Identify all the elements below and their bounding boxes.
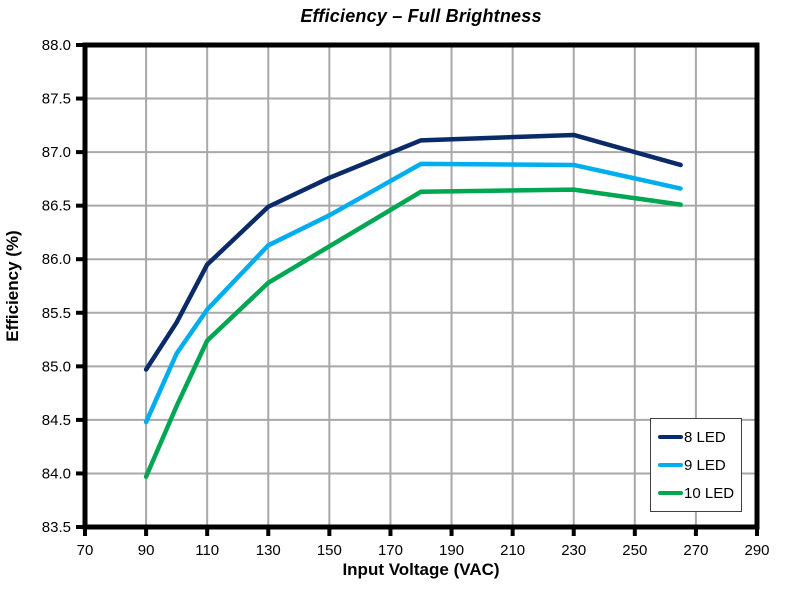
legend-label-8-led: 8 LED [684, 428, 726, 446]
legend-swatch-9-led [658, 463, 683, 467]
y-tick-labels: 83.5 84.0 84.5 85.0 85.5 86.0 86.5 87.0 87.5 88.0 [42, 37, 71, 536]
svg-text:83.5: 83.5 [42, 519, 71, 536]
svg-text:87.0: 87.0 [42, 144, 71, 161]
legend-item-8-led: 8 LED [658, 430, 741, 445]
series-line-8-led [143, 132, 683, 372]
legend-swatch-8-led [658, 435, 683, 439]
svg-text:270: 270 [683, 542, 708, 559]
svg-text:170: 170 [378, 542, 403, 559]
legend-label-10-led: 10 LED [684, 484, 735, 502]
series-line-9-led [143, 161, 683, 425]
svg-text:86.0: 86.0 [42, 251, 71, 268]
svg-text:210: 210 [500, 542, 525, 559]
legend: 8 LED 9 LED 10 LED [650, 418, 742, 512]
svg-text:86.5: 86.5 [42, 198, 71, 215]
gridlines [85, 45, 757, 527]
svg-text:84.0: 84.0 [42, 465, 71, 482]
svg-text:84.5: 84.5 [42, 412, 71, 429]
svg-text:85.5: 85.5 [42, 305, 71, 322]
svg-text:85.0: 85.0 [42, 358, 71, 375]
svg-text:110: 110 [195, 542, 219, 559]
svg-text:190: 190 [439, 542, 464, 559]
svg-text:130: 130 [256, 542, 281, 559]
svg-text:87.5: 87.5 [42, 91, 71, 108]
chart-title: Efficiency – Full Brightness [300, 6, 542, 26]
x-axis-title: Input Voltage (VAC) [342, 560, 500, 579]
svg-text:290: 290 [744, 542, 769, 559]
x-tick-labels: 70 90 110 130 150 170 190 210 230 250 270 290 [77, 542, 770, 559]
svg-text:230: 230 [561, 542, 586, 559]
svg-text:250: 250 [622, 542, 647, 559]
legend-item-9-led: 9 LED [658, 458, 741, 473]
svg-text:70: 70 [77, 542, 94, 559]
svg-text:88.0: 88.0 [42, 37, 71, 54]
legend-label-9-led: 9 LED [684, 456, 726, 474]
series-line-10-led [143, 187, 683, 479]
legend-item-10-led: 10 LED [658, 486, 741, 501]
legend-swatch-10-led [658, 491, 683, 495]
svg-text:150: 150 [317, 542, 342, 559]
svg-text:90: 90 [138, 542, 155, 559]
plot-frame [82, 42, 760, 530]
